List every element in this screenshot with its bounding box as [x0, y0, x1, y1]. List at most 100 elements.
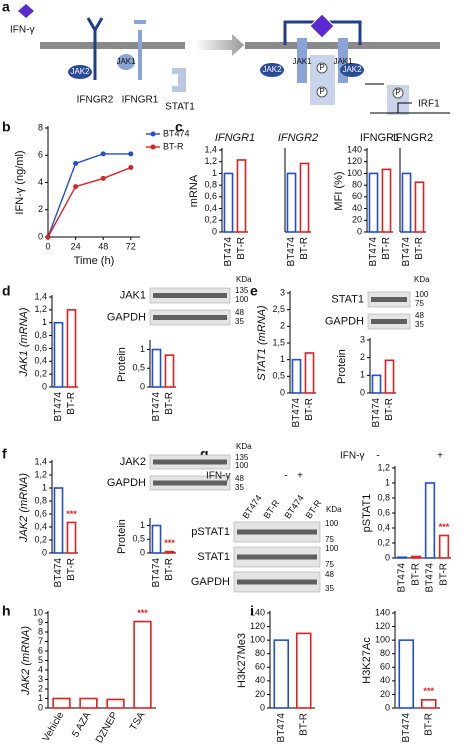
band: [153, 480, 227, 486]
bar: [273, 639, 290, 709]
y-tick-label: 140: [375, 607, 390, 617]
chart-title: IFNGR2: [393, 132, 433, 144]
gene: [370, 102, 450, 114]
y-tick-label: 0,2: [34, 534, 47, 544]
band: [237, 554, 317, 560]
marker-label: 100: [325, 519, 339, 528]
label: P: [319, 63, 324, 72]
y-tick-label: 8: [38, 626, 43, 636]
y-tick-label: 1,2: [204, 156, 217, 166]
marker-label: 48: [235, 308, 244, 317]
kinase: [68, 65, 92, 79]
blot-label: STAT1: [197, 551, 230, 563]
y-tick-label: 120: [250, 621, 265, 631]
bar: [66, 309, 77, 388]
legend-label: BT-R: [163, 141, 184, 151]
y-tick-label: 1: [38, 693, 43, 703]
y-tick-label: 0: [260, 702, 265, 712]
point: [73, 160, 79, 166]
y-tick-label: 0,2: [377, 537, 390, 547]
y-tick-label: 8: [38, 122, 43, 132]
y-tick-label: 140: [347, 144, 362, 154]
y-tick-label: 6: [38, 645, 43, 655]
x-tick-label: Vehicle: [41, 710, 67, 744]
blot-label: JAK2: [120, 456, 146, 468]
y-tick-label: 0,5: [132, 363, 145, 373]
y-tick-label: 1,2: [34, 304, 47, 314]
legend-marker: [150, 144, 156, 150]
y-tick-label: 40: [255, 675, 265, 685]
y-tick-label: 0: [140, 547, 145, 557]
x-tick-label: BT-R: [423, 713, 434, 736]
y-tick-label: 0,8: [34, 495, 47, 505]
stat: [172, 68, 186, 92]
blot-label: pSTAT1: [191, 526, 230, 538]
y-tick-label: 6: [38, 150, 43, 160]
blot-label: GAPDH: [325, 315, 364, 327]
x-tick-label: BT-R: [236, 237, 247, 260]
y-tick-label: 0: [212, 226, 217, 236]
y-tick-label: 140: [250, 607, 265, 617]
y-tick-label: 10: [33, 607, 43, 617]
y-tick-label: 0,4: [377, 522, 390, 532]
legend-marker: [150, 131, 156, 137]
x-tick-label: BT474: [151, 558, 162, 588]
x-tick-label: BT-R: [304, 398, 315, 421]
y-tick-label: 20: [255, 689, 265, 699]
treatment-level: -: [376, 451, 379, 462]
panel-label: f: [2, 446, 7, 462]
significance: ***: [423, 686, 434, 696]
label: P: [319, 87, 324, 96]
x-tick-label: BT474: [151, 392, 162, 422]
marker-label: 35: [415, 320, 424, 329]
y-tick-label: 20: [380, 689, 390, 699]
y-tick-label: 80: [255, 648, 265, 658]
phospho: [316, 86, 328, 98]
y-tick-label: 4: [38, 664, 43, 674]
label: JAK1: [333, 57, 353, 66]
blot-label: STAT1: [331, 293, 364, 305]
y-tick-label: 9: [38, 617, 43, 627]
bar: [53, 487, 64, 554]
y-tick-label: 1,4: [34, 291, 47, 301]
legend-label: BT474: [163, 128, 190, 138]
bar: [381, 168, 392, 233]
bar: [295, 632, 312, 709]
marker-label: 48: [235, 474, 244, 483]
receptor: [86, 17, 104, 80]
y-tick-label: 1: [42, 482, 47, 492]
label: JAK2: [262, 65, 282, 74]
marker-label: 100: [415, 290, 429, 299]
marker-label: 48: [325, 570, 334, 579]
lane-label: BT474: [240, 493, 263, 520]
y-tick-label: 0,8: [377, 492, 390, 502]
x-tick-label: BT-R: [164, 558, 175, 581]
x-tick-label: BT474: [53, 392, 64, 422]
y-tick-label: 100: [347, 168, 362, 178]
bar: [79, 697, 98, 709]
stat: [387, 85, 409, 115]
bar: [106, 698, 125, 709]
x-tick-label: BT474: [53, 558, 64, 588]
y-tick-label: 0,4: [34, 356, 47, 366]
phospho: [316, 62, 328, 74]
marker-label: 35: [325, 584, 334, 593]
y-axis-label: JAK2 (mRNA): [18, 473, 30, 543]
x-tick-label: BT474: [397, 563, 408, 593]
point: [73, 184, 79, 190]
y-tick-label: 0,6: [34, 343, 47, 353]
y-tick-label: 40: [380, 675, 390, 685]
y-tick-label: 60: [255, 662, 265, 672]
marker-label: 75: [325, 560, 334, 569]
y-axis-label: IFN-γ (ng/ml): [14, 150, 26, 214]
receptor: [338, 38, 348, 83]
x-tick-label: BT-R: [66, 392, 77, 415]
y-tick-label: 0: [38, 702, 43, 712]
y-tick-label: 0: [385, 552, 390, 562]
bar: [398, 639, 415, 709]
y-tick-label: 80: [380, 648, 390, 658]
x-tick-label: BT-R: [299, 237, 310, 260]
x-tick-label: 72: [126, 241, 136, 251]
x-tick-label: BT-R: [384, 398, 395, 421]
treatment-level: +: [297, 471, 303, 482]
